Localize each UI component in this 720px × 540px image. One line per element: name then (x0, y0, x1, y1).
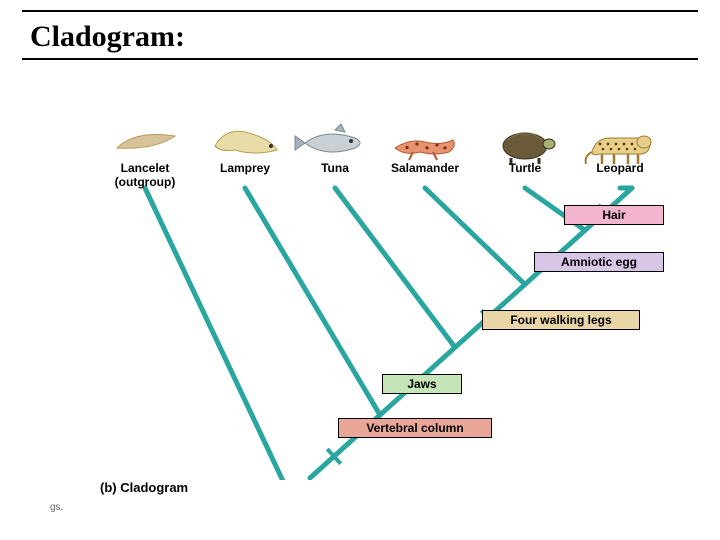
footnote: gs. (50, 502, 63, 513)
salamander-icon (395, 140, 454, 160)
top-rule (22, 10, 698, 12)
trait-hair: Hair (564, 205, 664, 225)
trait-amniotic: Amniotic egg (534, 252, 664, 272)
tuna-icon (295, 124, 360, 152)
trait-jaws: Jaws (382, 374, 462, 394)
branch-salamander (425, 188, 525, 284)
bottom-rule (22, 58, 698, 60)
trait-fourlegs: Four walking legs (482, 310, 640, 330)
caption-prefix: (b) (100, 480, 120, 495)
branch-tuna (335, 188, 455, 347)
taxon-label-tuna: Tuna (290, 161, 380, 175)
caption-text: Cladogram (120, 480, 188, 495)
taxon-label-leopard: Leopard (575, 161, 665, 175)
taxon-label-lamprey: Lamprey (200, 161, 290, 175)
turtle-icon (503, 133, 555, 164)
figure-caption: (b) Cladogram (100, 480, 188, 495)
lancelet-icon (117, 135, 175, 149)
page-title: Cladogram: (30, 20, 185, 54)
cladogram-diagram: Lancelet(outgroup) LampreyTunaSalamander T… (80, 110, 660, 480)
lamprey-icon (215, 131, 277, 153)
taxon-label-turtle: Turtle (480, 161, 570, 175)
trait-vertebral: Vertebral column (338, 418, 492, 438)
leopard-icon (586, 136, 651, 164)
taxon-label-lancelet: Lancelet(outgroup) (100, 161, 190, 189)
taxon-label-salamander: Salamander (380, 161, 470, 175)
